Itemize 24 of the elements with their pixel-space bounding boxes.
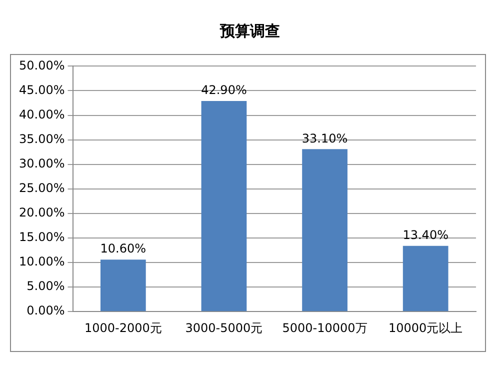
y-tick-label: 35.00% (18, 132, 65, 146)
x-tick-label: 10000元以上 (388, 320, 463, 335)
bar (201, 101, 247, 312)
bar (302, 149, 348, 312)
x-tick-label: 1000-2000元 (84, 320, 162, 335)
data-label: 13.40% (402, 228, 448, 242)
bar (402, 246, 448, 312)
y-tick-label: 40.00% (18, 107, 65, 122)
x-tick-label: 3000-5000元 (185, 320, 263, 335)
y-tick-label: 15.00% (18, 230, 65, 244)
y-tick-label: 45.00% (18, 82, 65, 97)
y-tick-label: 30.00% (18, 156, 65, 170)
y-tick-label: 25.00% (18, 181, 65, 196)
bar (100, 260, 146, 312)
y-tick-label: 10.00% (18, 254, 65, 269)
data-label: 10.60% (100, 242, 146, 256)
data-label: 42.90% (201, 83, 247, 98)
y-tick-label: 5.00% (26, 279, 65, 294)
y-tick-label: 0.00% (26, 304, 65, 318)
x-tick-label: 5000-10000万 (282, 320, 368, 335)
chart-title: 预算调查 (218, 20, 281, 42)
y-tick-label: 20.00% (18, 206, 65, 220)
data-label: 33.10% (302, 131, 348, 146)
y-tick-label: 50.00% (18, 58, 65, 72)
